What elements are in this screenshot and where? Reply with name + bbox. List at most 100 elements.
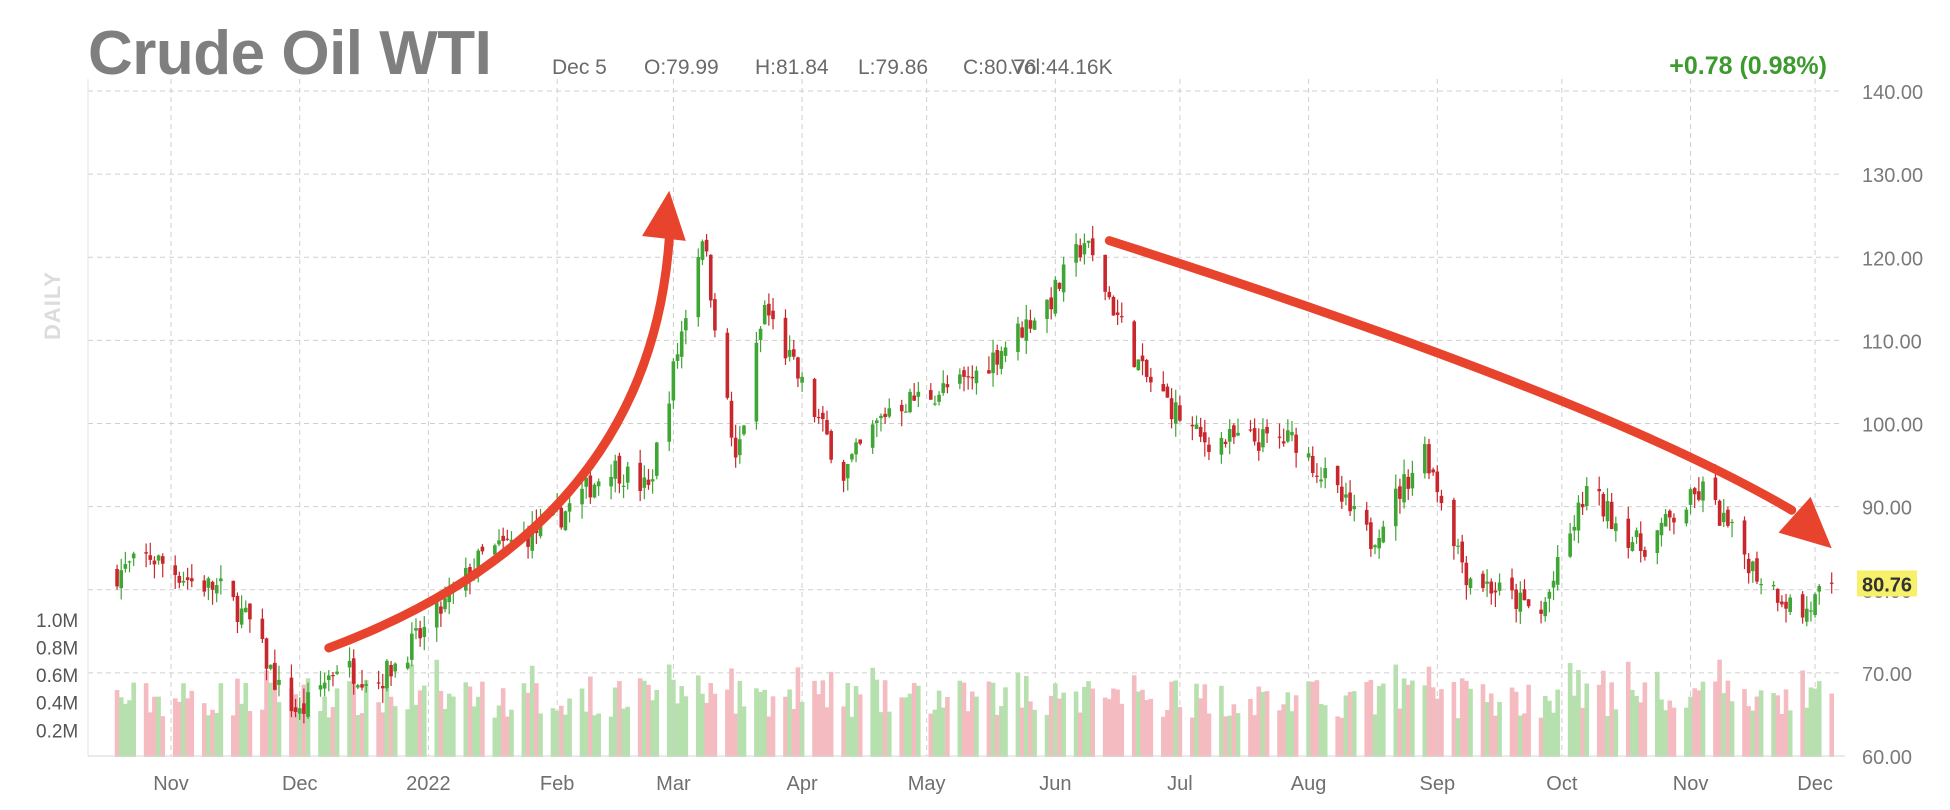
volume-bar bbox=[318, 711, 323, 757]
candle-body bbox=[617, 455, 622, 484]
info-low: L:79.86 bbox=[858, 56, 929, 79]
volume-bar bbox=[1655, 671, 1660, 757]
volume-bar bbox=[704, 702, 709, 757]
volume-bar bbox=[1003, 687, 1008, 757]
candle-body bbox=[679, 331, 684, 357]
candle-body bbox=[1003, 347, 1008, 356]
candle-body bbox=[1232, 425, 1236, 438]
volume-bar bbox=[143, 683, 149, 757]
candle-body bbox=[268, 664, 273, 669]
volume-bar bbox=[1601, 670, 1606, 757]
candle-body bbox=[1377, 537, 1381, 549]
candle-body bbox=[1572, 526, 1577, 531]
candle-body bbox=[671, 361, 676, 401]
volume-bar bbox=[1144, 699, 1149, 757]
volume-bar bbox=[239, 703, 244, 757]
x-tick-label: Aug bbox=[1291, 773, 1327, 795]
candle-body bbox=[974, 370, 979, 384]
volume-bar bbox=[812, 680, 817, 757]
volume-bar bbox=[999, 706, 1004, 757]
candle-body bbox=[1780, 601, 1784, 605]
candle-body bbox=[1667, 510, 1672, 518]
candle-body bbox=[958, 374, 962, 384]
volume-bar bbox=[1032, 709, 1037, 757]
volume-bar bbox=[1696, 690, 1702, 757]
candle-body bbox=[1522, 589, 1527, 601]
volume-bar bbox=[492, 717, 498, 757]
volume-bar bbox=[1455, 718, 1461, 757]
candle-body bbox=[650, 479, 655, 482]
candle-body bbox=[588, 475, 593, 498]
volume-bar bbox=[380, 712, 386, 757]
x-tick-label: Oct bbox=[1546, 773, 1578, 795]
candle-body bbox=[447, 591, 451, 603]
volume-bar bbox=[612, 687, 618, 757]
volume-bar bbox=[363, 679, 369, 757]
arrow-down-line bbox=[1104, 236, 1797, 515]
volume-bar bbox=[480, 681, 485, 757]
volume-bar bbox=[471, 706, 477, 757]
volume-bar bbox=[679, 686, 684, 757]
volume-bar bbox=[521, 683, 527, 757]
volume-bar bbox=[529, 665, 535, 757]
volume-bar bbox=[1256, 686, 1262, 757]
candle-body bbox=[505, 538, 510, 540]
arrow-up-line bbox=[324, 234, 674, 653]
candle-body bbox=[941, 383, 946, 394]
x-tick-label: Mar bbox=[656, 773, 691, 795]
volume-bar bbox=[646, 684, 651, 757]
volume-bar bbox=[1119, 703, 1125, 757]
candle-body bbox=[1452, 499, 1456, 547]
volume-bar bbox=[857, 694, 863, 757]
candle-body bbox=[1398, 486, 1402, 499]
candle-body bbox=[1435, 471, 1440, 493]
candle-body bbox=[704, 239, 709, 252]
candle-body bbox=[177, 575, 182, 583]
arrow-down-head bbox=[1778, 496, 1832, 549]
candle-body bbox=[1456, 545, 1460, 547]
volume-bar bbox=[1684, 707, 1689, 757]
candle-body bbox=[501, 535, 505, 542]
volume-bar bbox=[899, 697, 905, 757]
volume-bar bbox=[1808, 687, 1814, 757]
candle-body bbox=[326, 675, 331, 681]
candle-body bbox=[1149, 376, 1153, 383]
volume-bar bbox=[1422, 685, 1428, 757]
candle-body bbox=[1614, 523, 1618, 532]
candle-body bbox=[1344, 494, 1348, 498]
volume-bar bbox=[1758, 690, 1764, 757]
candle-body bbox=[1813, 594, 1817, 616]
volume-bar bbox=[1410, 680, 1415, 757]
candle-body bbox=[1053, 279, 1058, 314]
volume-bar bbox=[505, 716, 510, 757]
candle-body bbox=[1016, 323, 1020, 352]
volume-bar bbox=[1289, 711, 1295, 757]
volume-bar bbox=[816, 694, 821, 757]
candle-body bbox=[733, 437, 738, 458]
candle-body bbox=[816, 416, 821, 419]
candle-body bbox=[1643, 550, 1647, 557]
candle-body bbox=[1730, 521, 1734, 524]
candle-body bbox=[1169, 398, 1174, 420]
candle-body bbox=[1340, 486, 1344, 502]
candle-body bbox=[243, 607, 248, 613]
x-tick-label: Jul bbox=[1167, 773, 1193, 795]
volume-bar bbox=[1518, 715, 1523, 757]
candle-body bbox=[1576, 502, 1581, 531]
y-tick-label: 70.00 bbox=[1862, 664, 1912, 686]
x-tick-label: 2022 bbox=[406, 773, 451, 795]
candle-body bbox=[1543, 601, 1548, 617]
volume-bar bbox=[550, 708, 556, 757]
candle-body bbox=[962, 370, 966, 377]
candle-body bbox=[1310, 455, 1315, 473]
last-price-label: 80.76 bbox=[1862, 574, 1912, 596]
volume-bar bbox=[741, 706, 747, 757]
candle-body bbox=[912, 395, 916, 401]
volume-bar bbox=[990, 682, 996, 757]
volume-bar bbox=[791, 708, 797, 757]
candle-body bbox=[646, 479, 651, 485]
candle-body bbox=[1460, 541, 1464, 563]
candle-body bbox=[1497, 582, 1502, 591]
volume-bar bbox=[1609, 682, 1614, 757]
